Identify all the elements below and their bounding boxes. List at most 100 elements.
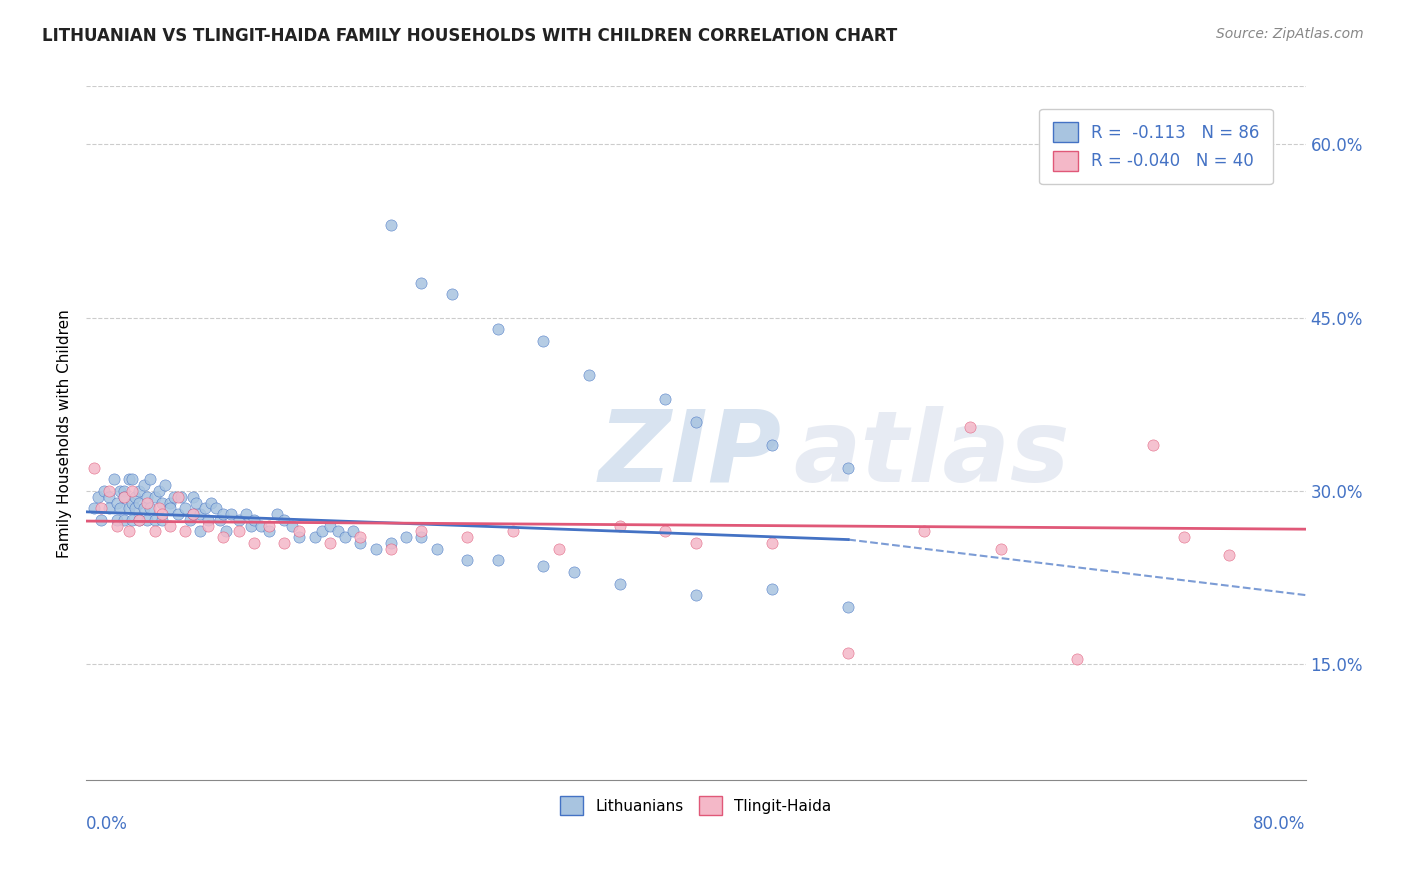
Point <box>319 518 342 533</box>
Point <box>83 461 105 475</box>
Point <box>121 513 143 527</box>
Point <box>128 513 150 527</box>
Point <box>990 541 1012 556</box>
Point <box>197 513 219 527</box>
Point <box>486 553 509 567</box>
Point <box>311 524 333 539</box>
Point <box>190 524 212 539</box>
Point <box>288 530 311 544</box>
Point <box>150 495 173 509</box>
Point <box>502 524 524 539</box>
Point <box>124 501 146 516</box>
Point <box>273 513 295 527</box>
Point <box>235 507 257 521</box>
Point <box>1173 530 1195 544</box>
Point <box>685 536 707 550</box>
Point <box>257 518 280 533</box>
Point <box>215 524 238 539</box>
Point <box>219 507 242 521</box>
Point <box>761 582 783 597</box>
Point <box>179 513 201 527</box>
Point <box>166 490 188 504</box>
Point <box>349 530 371 544</box>
Point <box>112 490 135 504</box>
Point <box>200 495 222 509</box>
Point <box>242 536 264 550</box>
Point <box>139 501 162 516</box>
Point <box>163 490 186 504</box>
Point <box>97 501 120 516</box>
Point <box>108 483 131 498</box>
Point <box>118 524 141 539</box>
Point <box>124 490 146 504</box>
Point <box>1142 438 1164 452</box>
Point <box>108 501 131 516</box>
Point <box>411 276 433 290</box>
Point <box>174 501 197 516</box>
Point <box>181 507 204 521</box>
Point <box>190 507 212 521</box>
Y-axis label: Family Households with Children: Family Households with Children <box>58 309 72 558</box>
Text: 80.0%: 80.0% <box>1253 814 1306 833</box>
Point <box>181 490 204 504</box>
Point <box>159 495 181 509</box>
Point <box>136 495 159 509</box>
Point <box>148 501 170 516</box>
Point <box>395 530 418 544</box>
Point <box>112 513 135 527</box>
Point <box>197 518 219 533</box>
Point <box>654 392 676 406</box>
Point <box>121 495 143 509</box>
Point <box>288 524 311 539</box>
Point <box>335 530 357 544</box>
Point <box>228 524 250 539</box>
Text: Source: ZipAtlas.com: Source: ZipAtlas.com <box>1216 27 1364 41</box>
Point <box>155 478 177 492</box>
Point <box>761 438 783 452</box>
Point <box>121 483 143 498</box>
Point <box>143 513 166 527</box>
Point <box>128 513 150 527</box>
Point <box>148 483 170 498</box>
Point <box>159 501 181 516</box>
Point <box>87 490 110 504</box>
Point <box>411 530 433 544</box>
Point <box>380 218 402 232</box>
Point <box>426 541 449 556</box>
Point <box>166 507 188 521</box>
Point <box>273 536 295 550</box>
Point <box>93 483 115 498</box>
Point <box>105 518 128 533</box>
Point <box>685 415 707 429</box>
Point <box>204 501 226 516</box>
Point <box>326 524 349 539</box>
Point <box>364 541 387 556</box>
Point <box>169 490 191 504</box>
Point <box>837 461 859 475</box>
Point <box>97 490 120 504</box>
Point <box>411 524 433 539</box>
Point <box>209 513 232 527</box>
Legend: Lithuanians, Tlingit-Haida: Lithuanians, Tlingit-Haida <box>554 790 838 821</box>
Point <box>250 518 273 533</box>
Point <box>184 495 207 509</box>
Point <box>837 646 859 660</box>
Point <box>136 490 159 504</box>
Point <box>281 518 304 533</box>
Point <box>531 334 554 348</box>
Point <box>97 483 120 498</box>
Point <box>150 507 173 521</box>
Point <box>136 513 159 527</box>
Point <box>212 507 235 521</box>
Point <box>90 501 112 516</box>
Point <box>1218 548 1240 562</box>
Point <box>118 501 141 516</box>
Point <box>609 518 631 533</box>
Point <box>128 483 150 498</box>
Point <box>761 536 783 550</box>
Point <box>128 495 150 509</box>
Point <box>105 495 128 509</box>
Point <box>440 287 463 301</box>
Point <box>228 513 250 527</box>
Point <box>578 368 600 383</box>
